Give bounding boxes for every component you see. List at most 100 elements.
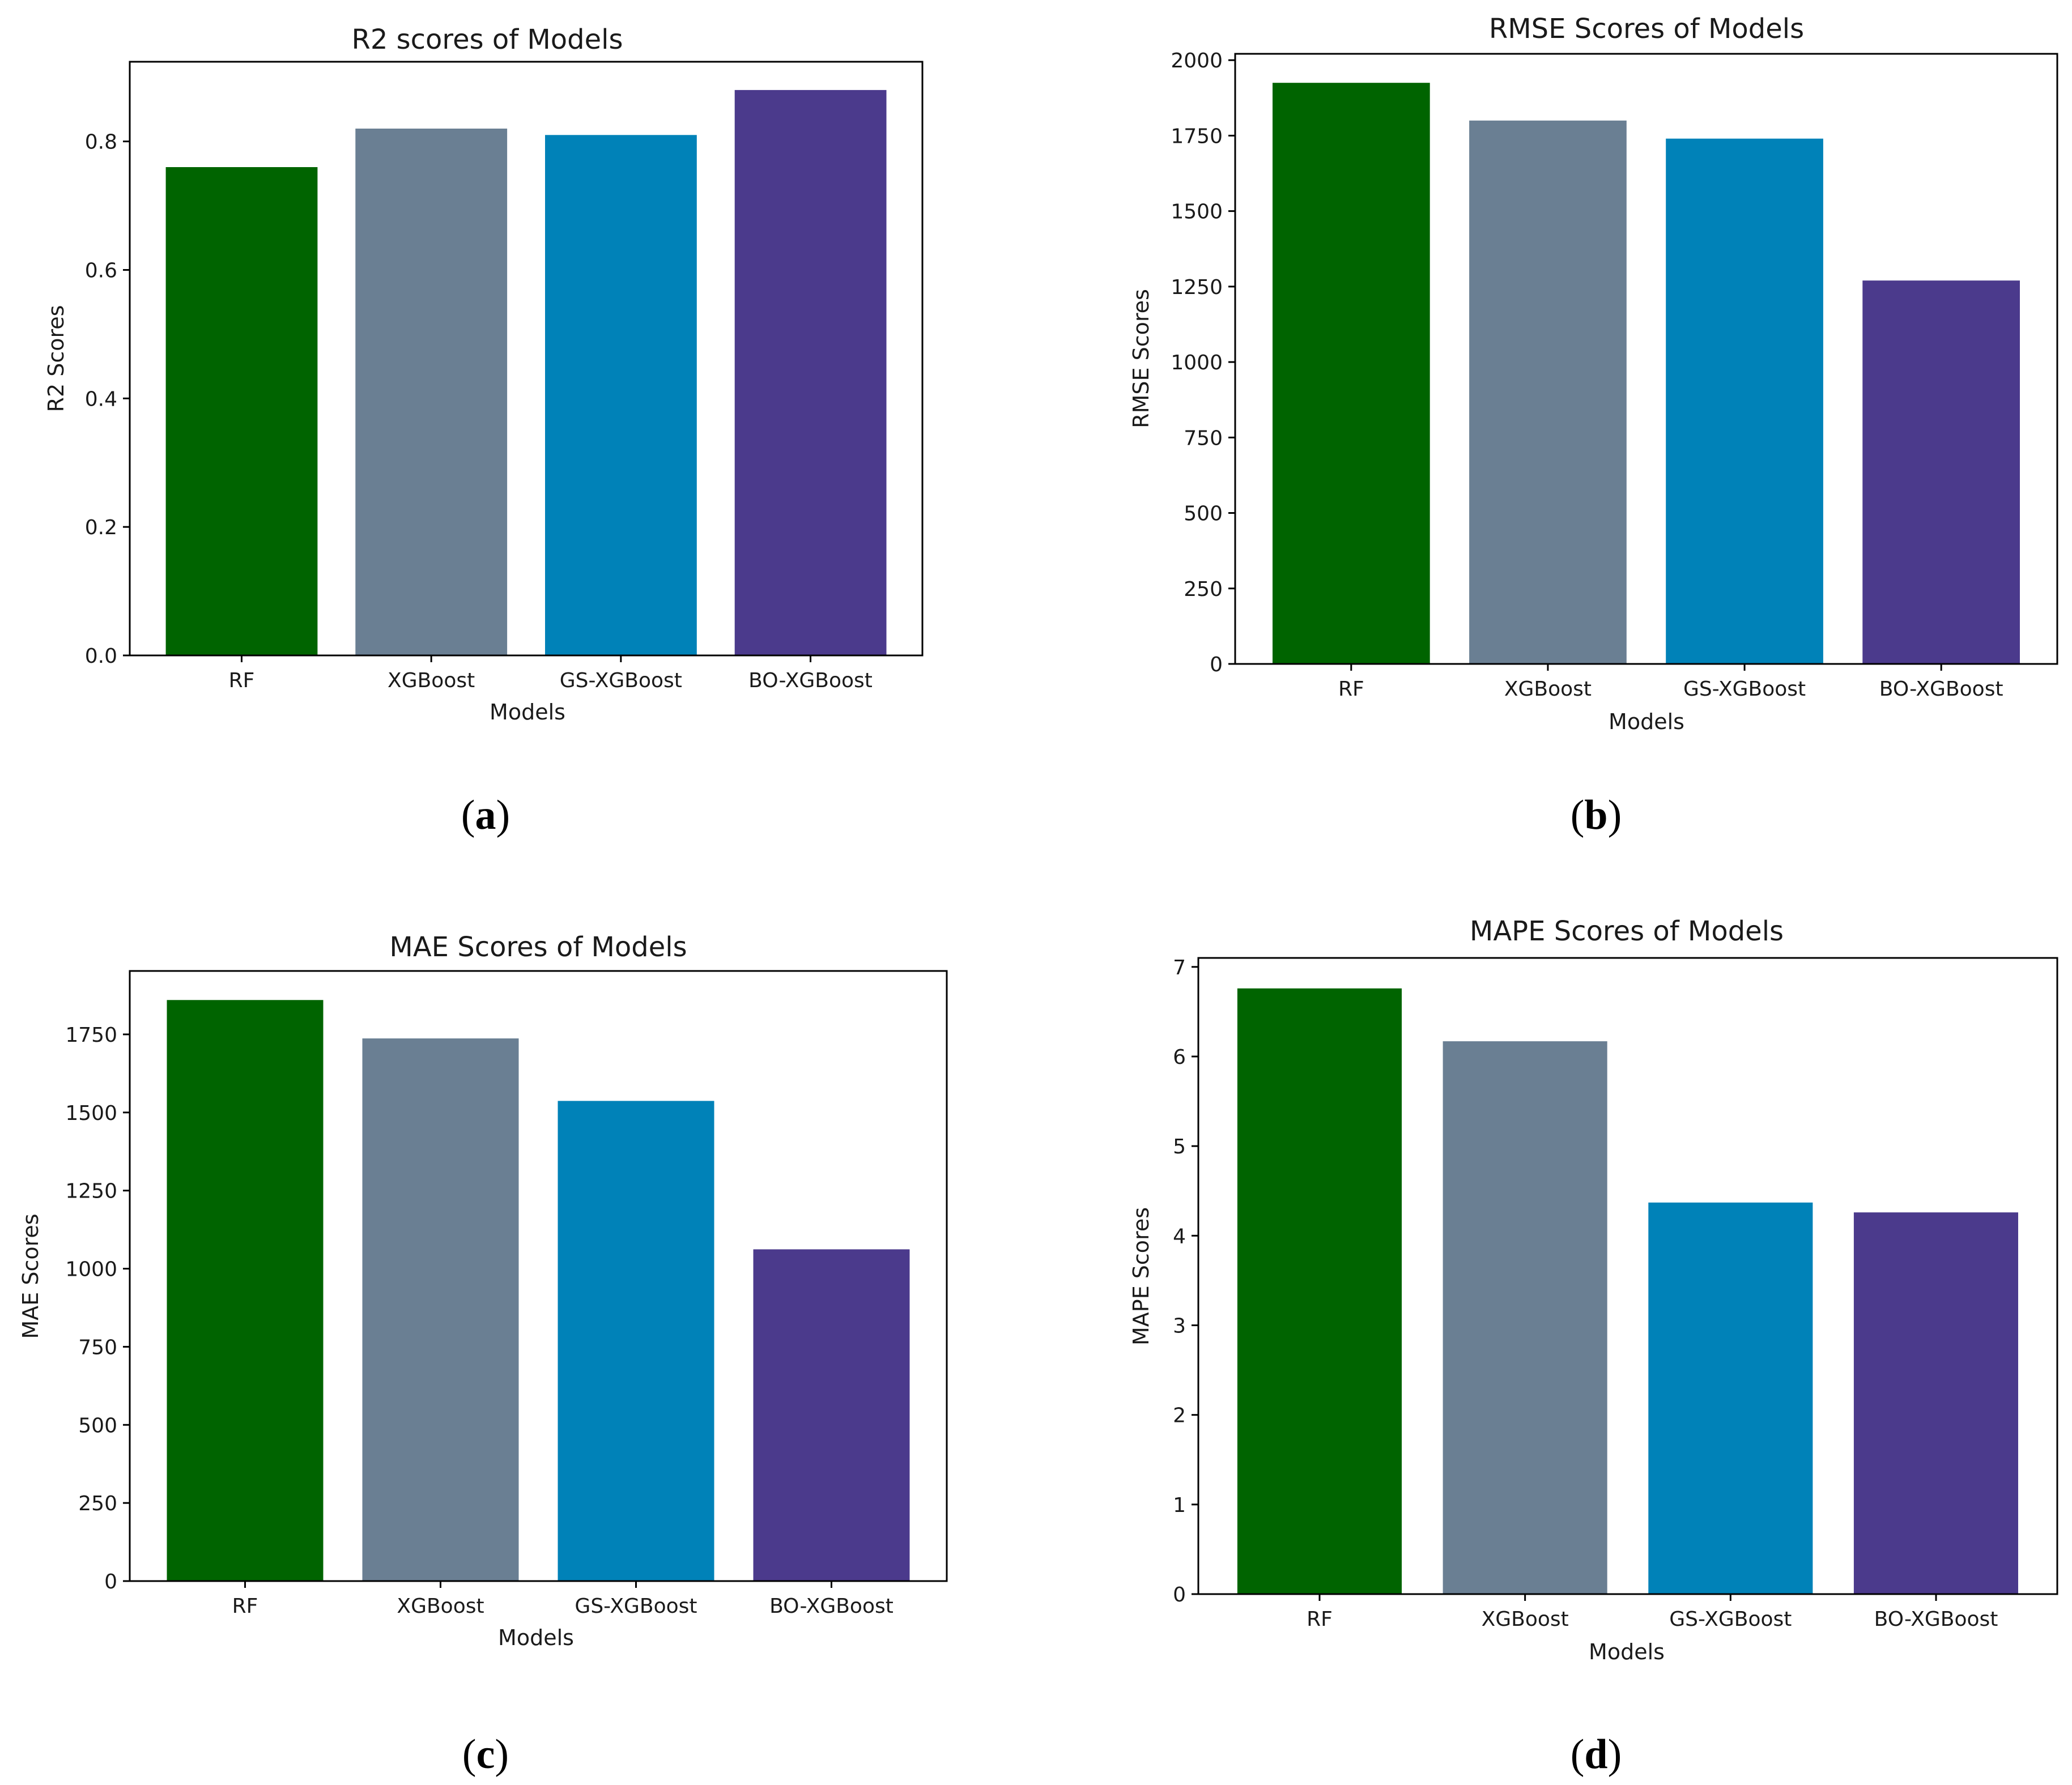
bar-group: [1237, 988, 2018, 1594]
y-tick-label: 2000: [1171, 49, 1223, 73]
chart-panel-c: MAE Scores of Models 0 250 500 750 1000 1250 1…: [18, 931, 948, 1778]
x-tick-label: BO-XGBoost: [769, 1595, 894, 1618]
bar-group: [167, 1000, 910, 1581]
x-tick-label: RF: [229, 669, 255, 692]
y-tick-label: 0: [1210, 653, 1223, 676]
x-tick-label: RF: [1307, 1608, 1333, 1631]
y-tick-label: 0.6: [85, 259, 117, 282]
y-axis-ticks: 0 250 500 750 1000 1250 1500 1750 2000: [1171, 49, 1235, 676]
bar-rf: [167, 1000, 324, 1581]
panel-label-close: ): [1608, 1731, 1622, 1778]
y-tick-label: 3: [1173, 1314, 1186, 1337]
bar-rf: [1237, 988, 1402, 1594]
chart-title: R2 scores of Models: [351, 24, 623, 56]
panel-label-open: (: [462, 1731, 476, 1778]
x-axis-ticks: RF XGBoost GS-XGBoost BO-XGBoost: [1307, 1594, 1998, 1631]
bar-bo-xgboost: [1862, 280, 2020, 664]
y-axis-label: R2 Scores: [44, 305, 69, 412]
bar-gs-xgboost: [558, 1101, 714, 1581]
bar-xgboost: [1443, 1041, 1607, 1594]
panel-label: (c): [462, 1731, 509, 1778]
x-tick-label: GS-XGBoost: [560, 669, 682, 692]
y-tick-label: 0: [104, 1570, 117, 1594]
chart-panel-b: RMSE Scores of Models 0 250 500 750 1000 1250…: [1129, 13, 2058, 838]
y-axis-ticks: 0 250 500 750 1000 1250 1500 1750: [65, 1024, 130, 1594]
y-tick-label: 750: [1184, 427, 1223, 450]
bar-bo-xgboost: [734, 90, 887, 655]
y-tick-label: 1000: [65, 1258, 117, 1281]
panel-label-open: (: [1571, 1731, 1585, 1778]
x-tick-label: GS-XGBoost: [575, 1595, 697, 1618]
y-tick-label: 1000: [1171, 351, 1223, 374]
x-tick-label: XGBoost: [1504, 678, 1592, 701]
panel-label-open: (: [461, 792, 475, 838]
bar-gs-xgboost: [545, 135, 697, 656]
y-tick-label: 7: [1173, 956, 1186, 979]
bar-rf: [1273, 83, 1430, 664]
x-tick-label: RF: [1338, 678, 1364, 701]
x-tick-label: BO-XGBoost: [1879, 678, 2003, 701]
y-tick-label: 1750: [65, 1024, 117, 1047]
y-tick-label: 500: [1184, 502, 1223, 526]
y-tick-label: 1250: [1171, 276, 1223, 299]
bar-xgboost: [355, 129, 508, 655]
x-tick-label: XGBoost: [388, 669, 475, 692]
y-tick-label: 250: [1184, 578, 1223, 601]
y-axis-label: MAE Scores: [18, 1213, 43, 1339]
bar-bo-xgboost: [753, 1249, 910, 1581]
y-tick-label: 4: [1173, 1225, 1186, 1248]
x-axis-label: Models: [1589, 1639, 1665, 1664]
y-tick-label: 1: [1173, 1494, 1186, 1517]
y-tick-label: 1500: [65, 1102, 117, 1125]
panel-label: (b): [1571, 792, 1622, 838]
chart-title: RMSE Scores of Models: [1489, 13, 1804, 45]
x-tick-label: GS-XGBoost: [1683, 678, 1806, 701]
panel-label: (d): [1571, 1731, 1622, 1778]
chart-title: MAPE Scores of Models: [1470, 915, 1784, 947]
bar-xgboost: [362, 1038, 519, 1581]
panel-label-close: ): [1608, 792, 1622, 838]
panel-label-close: ): [495, 1731, 509, 1778]
y-tick-label: 6: [1173, 1046, 1186, 1069]
panel-label-letter: b: [1584, 792, 1607, 838]
bar-bo-xgboost: [1853, 1212, 2018, 1594]
bar-gs-xgboost: [1648, 1202, 1813, 1594]
panel-label-letter: c: [476, 1731, 495, 1778]
x-axis-ticks: RF XGBoost GS-XGBoost BO-XGBoost: [232, 1581, 894, 1618]
y-tick-label: 5: [1173, 1135, 1186, 1158]
x-tick-label: RF: [232, 1595, 258, 1618]
bar-group: [1273, 83, 2020, 664]
y-axis-label: MAPE Scores: [1129, 1207, 1154, 1345]
y-axis-ticks: 0.0 0.2 0.4 0.6 0.8: [85, 131, 130, 668]
y-axis-ticks: 0 1 2 3 4 5 6 7: [1173, 956, 1198, 1607]
plot-frame: [129, 61, 924, 657]
chart-title: MAE Scores of Models: [389, 931, 687, 963]
plot-frame: [129, 970, 948, 1582]
y-axis-label: RMSE Scores: [1129, 289, 1154, 428]
x-axis-ticks: RF XGBoost GS-XGBoost BO-XGBoost: [229, 655, 873, 692]
x-axis-label: Models: [498, 1625, 574, 1650]
panel-label-close: ): [496, 792, 510, 838]
y-tick-label: 250: [78, 1492, 117, 1515]
x-tick-label: GS-XGBoost: [1669, 1608, 1792, 1631]
bar-gs-xgboost: [1666, 138, 1823, 664]
y-tick-label: 0.0: [85, 645, 117, 668]
y-tick-label: 0: [1173, 1583, 1186, 1607]
plot-frame: [1197, 957, 2058, 1595]
x-tick-label: BO-XGBoost: [748, 669, 873, 692]
chart-panel-a: R2 scores of Models 0.0 0.2 0.4 0.6 0.8 RF XG…: [44, 24, 924, 838]
panel-label: (a): [461, 792, 510, 838]
y-tick-label: 0.2: [85, 516, 117, 539]
bar-rf: [165, 167, 318, 655]
panel-label-open: (: [1571, 792, 1585, 838]
y-tick-label: 1750: [1171, 125, 1223, 148]
y-tick-label: 0.8: [85, 131, 117, 154]
bar-xgboost: [1469, 120, 1627, 664]
x-axis-label: Models: [490, 700, 565, 725]
y-tick-label: 1250: [65, 1180, 117, 1203]
bar-group: [165, 90, 887, 656]
x-tick-label: BO-XGBoost: [1874, 1608, 1998, 1631]
panel-label-letter: d: [1584, 1731, 1607, 1778]
y-tick-label: 500: [78, 1414, 117, 1437]
